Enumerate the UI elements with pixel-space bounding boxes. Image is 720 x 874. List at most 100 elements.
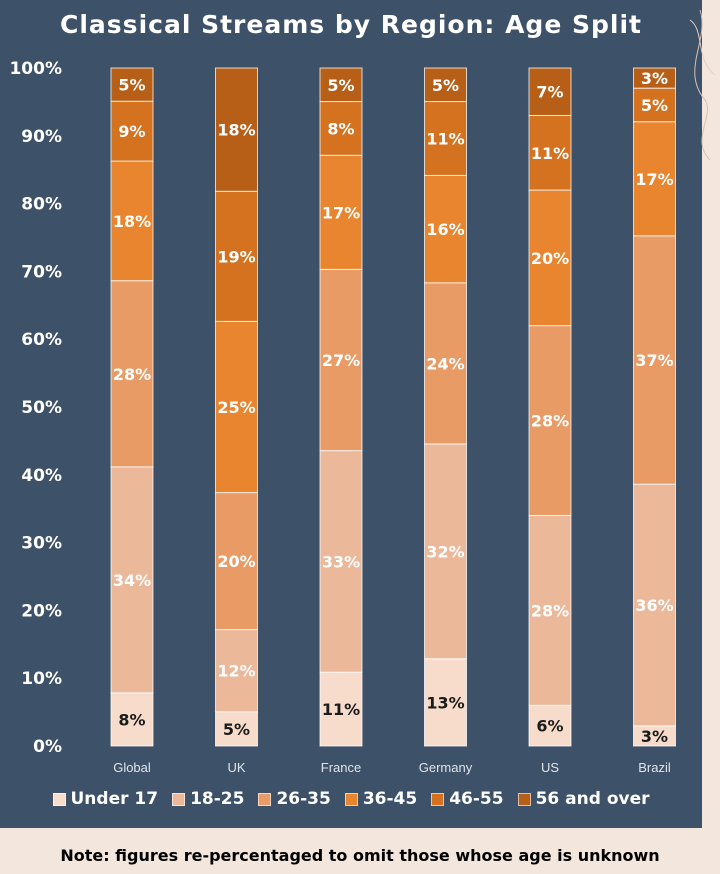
legend-swatch — [431, 792, 445, 806]
legend: Under 17 18-25 26-35 36-45 46-55 56 and over — [0, 789, 702, 809]
legend-item: 18-25 — [172, 789, 244, 809]
data-label: 7% — [536, 83, 563, 102]
y-tick-label: 50% — [21, 398, 62, 418]
bar-segment — [215, 629, 258, 713]
x-tick-label: Global — [113, 760, 151, 775]
legend-label: 26-35 — [276, 789, 331, 809]
data-label: 5% — [118, 76, 145, 95]
bar-segment — [215, 190, 258, 322]
data-label: 8% — [118, 710, 145, 729]
y-tick-label: 70% — [21, 262, 62, 282]
data-label: 3% — [641, 69, 668, 88]
bar-segment — [528, 514, 572, 706]
data-label: 20% — [217, 552, 255, 571]
bar-segment — [528, 189, 572, 327]
legend-item: 26-35 — [258, 789, 331, 809]
bar-segment — [215, 67, 258, 192]
bar-segment — [633, 67, 676, 89]
bar-segment — [528, 114, 572, 191]
data-label: 5% — [641, 96, 668, 115]
data-label: 28% — [113, 365, 151, 384]
data-label: 17% — [322, 203, 360, 222]
bar-segment — [319, 268, 363, 452]
chart-plot: 0% 10% 20% 30% 40% 50% 60% 70% 80% 90% 100% 8% 34% 28… — [9, 59, 676, 775]
legend-label: 56 and over — [535, 789, 650, 809]
footnote: Note: figures re-percentaged to omit tho… — [60, 846, 660, 865]
legend-label: 18-25 — [190, 789, 245, 809]
chart-title: Classical Streams by Region: Age Split — [60, 10, 642, 39]
legend-swatch — [52, 792, 66, 806]
data-label: 27% — [322, 351, 360, 370]
legend-swatch — [258, 792, 272, 806]
bar-segment — [319, 101, 363, 156]
x-tick-label: Germany — [419, 760, 473, 775]
data-label: 28% — [531, 601, 569, 620]
y-tick-label: 40% — [21, 466, 62, 486]
legend-label: Under 17 — [70, 789, 159, 809]
x-tick-label: UK — [227, 760, 245, 775]
data-label: 18% — [217, 121, 255, 140]
y-tick-label: 10% — [21, 669, 62, 689]
bar-segment — [424, 443, 467, 660]
legend-swatch — [517, 792, 531, 806]
data-label: 8% — [327, 119, 354, 138]
data-label: 36% — [635, 596, 673, 615]
data-label: 18% — [113, 212, 151, 231]
y-tick-label: 100% — [9, 59, 62, 79]
bar-segment — [528, 67, 572, 116]
bar-segment — [110, 466, 154, 694]
y-tick-label: 0% — [33, 737, 62, 757]
bar-segment — [215, 320, 258, 494]
bar-segment — [215, 492, 258, 631]
legend-swatch — [172, 792, 186, 806]
data-label: 34% — [113, 571, 151, 590]
data-label: 24% — [426, 354, 464, 373]
legend-label: 46-55 — [449, 789, 504, 809]
x-tick-label: Brazil — [638, 760, 671, 775]
x-tick-label: US — [541, 760, 559, 775]
bar-segment — [528, 704, 572, 747]
legend-item: 36-45 — [344, 789, 418, 809]
bar-segment — [110, 692, 154, 747]
decorative-sketch — [689, 9, 716, 161]
data-label: 12% — [217, 662, 255, 681]
bar-segment — [633, 87, 676, 123]
bar-segment — [424, 282, 467, 445]
data-label: 13% — [426, 693, 464, 712]
data-label: 17% — [635, 170, 673, 189]
bar-segment — [424, 658, 467, 747]
data-label: 5% — [327, 76, 354, 95]
data-label: 25% — [217, 398, 255, 417]
data-label: 11% — [322, 700, 360, 719]
data-label: 11% — [426, 129, 464, 148]
y-tick-label: 60% — [21, 330, 62, 350]
data-label: 37% — [635, 351, 673, 370]
bar-segment — [319, 671, 363, 747]
data-label: 5% — [223, 720, 250, 739]
legend-label: 36-45 — [362, 789, 418, 809]
data-label: 3% — [641, 727, 668, 746]
bar-segment — [319, 154, 363, 270]
legend-swatch — [344, 792, 358, 806]
bar-segment — [424, 67, 467, 103]
y-tick-label: 90% — [21, 127, 62, 147]
bar-segment — [110, 67, 154, 102]
bar-segment — [424, 101, 467, 176]
data-label: 28% — [531, 412, 569, 431]
data-label: 32% — [426, 542, 464, 561]
data-label: 16% — [426, 220, 464, 239]
data-label: 11% — [531, 144, 569, 163]
legend-item: 46-55 — [431, 789, 504, 809]
data-label: 6% — [536, 717, 563, 736]
x-tick-label: France — [321, 760, 361, 775]
legend-item: 56 and over — [517, 789, 650, 809]
bar-segment — [424, 174, 467, 284]
bar-segment — [528, 325, 572, 516]
y-tick-label: 20% — [21, 601, 62, 621]
bar-segment — [319, 67, 363, 103]
data-label: 9% — [118, 122, 145, 141]
bar-segment — [633, 121, 676, 237]
data-label: 19% — [217, 247, 255, 266]
y-tick-label: 30% — [21, 534, 62, 554]
